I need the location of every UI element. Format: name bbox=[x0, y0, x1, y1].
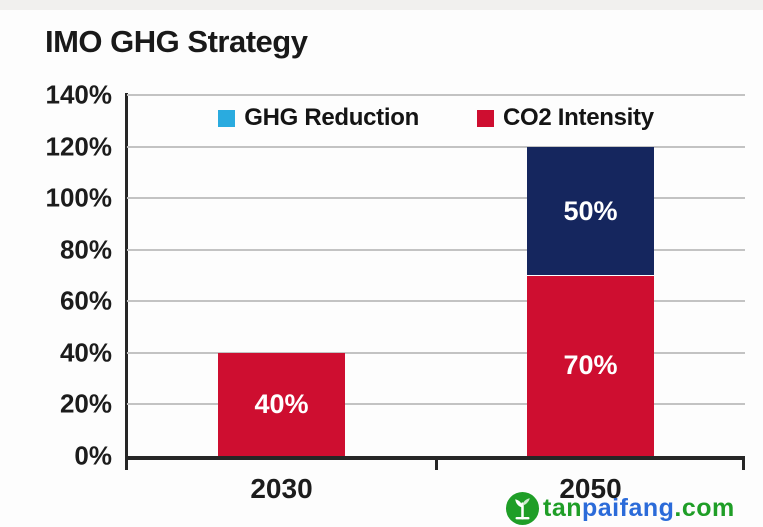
x-axis-label-2050: 2050 bbox=[559, 473, 622, 504]
gridline bbox=[127, 94, 745, 96]
y-axis-label: 20% bbox=[59, 388, 112, 419]
gridline bbox=[127, 403, 745, 406]
chart-title: IMO GHG Strategy bbox=[45, 24, 308, 59]
legend-swatch-icon bbox=[218, 109, 236, 127]
gridline bbox=[127, 197, 745, 200]
chart-legend: GHG Reduction CO2 Intensity bbox=[127, 101, 745, 135]
legend-item-ghg-reduction: GHG Reduction bbox=[218, 104, 419, 132]
gridline bbox=[127, 300, 745, 303]
x-axis-label-2030: 2030 bbox=[250, 473, 313, 504]
background-strip bbox=[0, 0, 763, 10]
gridline bbox=[127, 248, 745, 251]
bar-segment-co2-intensity: 70% bbox=[527, 275, 654, 456]
y-axis-line bbox=[125, 93, 128, 470]
bar-value-label: 40% bbox=[254, 388, 309, 419]
axis-tick bbox=[434, 457, 438, 470]
watermark: tanpaifang.com bbox=[505, 491, 735, 526]
watermark-text-tan: tan bbox=[543, 494, 582, 522]
y-axis-label: 100% bbox=[45, 182, 113, 213]
bar-value-label: 50% bbox=[563, 195, 618, 226]
bar-value-label: 70% bbox=[563, 350, 618, 381]
bar-segment-co2-intensity: 40% bbox=[218, 352, 345, 456]
watermark-text-com: .com bbox=[674, 494, 735, 522]
watermark-text-paifang: paifang bbox=[582, 494, 675, 522]
watermark-text: tanpaifang.com bbox=[543, 494, 735, 523]
y-axis-label: 120% bbox=[45, 131, 113, 162]
y-axis-label: 0% bbox=[74, 440, 112, 471]
y-axis-label: 40% bbox=[59, 337, 112, 368]
gridline bbox=[127, 351, 745, 354]
legend-label: CO2 Intensity bbox=[502, 104, 654, 131]
y-axis-label: 60% bbox=[59, 285, 112, 316]
gridline bbox=[127, 145, 745, 148]
y-axis-label: 80% bbox=[59, 234, 112, 265]
legend-swatch-icon bbox=[476, 109, 494, 127]
y-axis-label: 140% bbox=[45, 79, 113, 110]
legend-label: GHG Reduction bbox=[244, 104, 419, 131]
tanpaifang-leaf-logo-icon bbox=[505, 491, 540, 526]
bar-segment-ghg-reduction: 50% bbox=[527, 146, 654, 276]
legend-item-co2-intensity: CO2 Intensity bbox=[476, 104, 654, 132]
axis-tick bbox=[742, 457, 745, 470]
